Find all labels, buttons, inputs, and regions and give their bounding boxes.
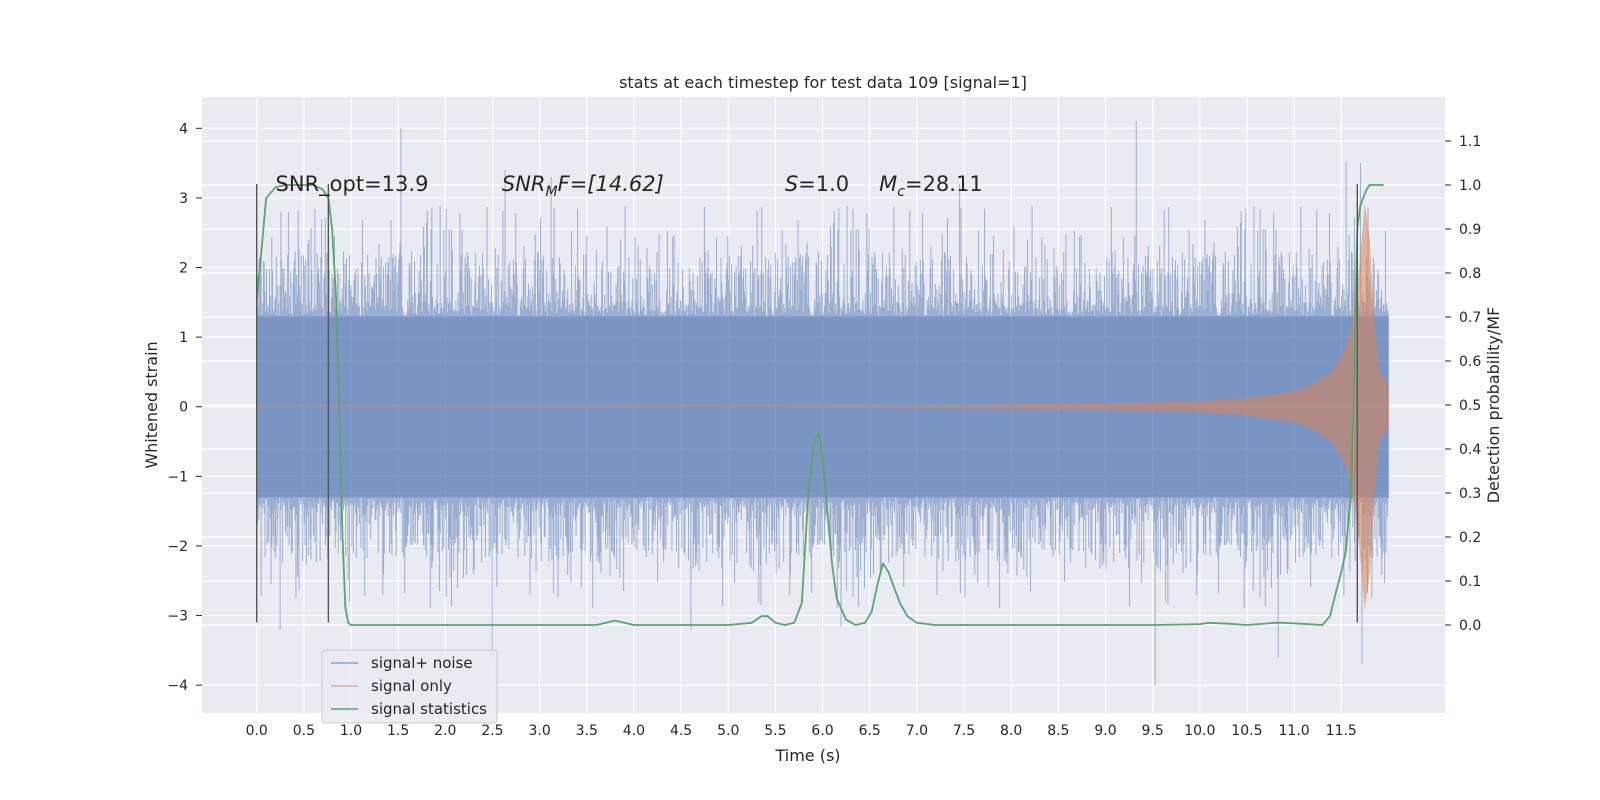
legend-label-signal-noise: signal+ noise [371,654,473,672]
y-right-tick-label: 0.5 [1459,398,1481,414]
series-layer [255,121,1389,686]
y-right-tick-label: 1.1 [1459,134,1481,150]
x-axis-label: Time (s) [774,746,840,765]
x-tick-label: 5.0 [717,723,739,739]
x-tick-label: 7.5 [953,723,975,739]
x-tick-labels: 0.0 0.5 1.0 1.5 2.0 2.5 3.0 3.5 4.0 4.5 5.0 5.5 6.0 6… [246,723,1357,739]
y-right-tick-label: 0.0 [1459,618,1481,634]
x-tick-label: 0.0 [246,723,268,739]
x-tick-label: 1.0 [340,723,362,739]
y-tick-label: 3 [179,191,188,207]
vertical-markers [255,184,1358,623]
x-tick-label: 10.0 [1184,723,1215,739]
x-tick-label: 11.5 [1326,723,1357,739]
y-tick-label: −2 [167,539,188,555]
y-right-tick-label: 0.8 [1459,266,1481,282]
x-tick-label: 2.0 [434,723,456,739]
y-tick-label: −1 [167,469,188,485]
x-tick-label: 8.5 [1047,723,1069,739]
x-tick-label: 4.0 [623,723,645,739]
x-tick-label: 9.0 [1094,723,1116,739]
y-tick-label: 0 [179,400,188,416]
chart-title: stats at each timestep for test data 109… [619,73,1027,92]
y-right-tick-label: 0.1 [1459,574,1481,590]
x-tick-label: 6.0 [811,723,833,739]
y-tick-label: −4 [167,678,188,694]
y-tick-label: 2 [179,261,188,277]
x-tick-label: 10.5 [1231,723,1262,739]
legend-box [321,649,498,724]
x-tick-label: 1.5 [387,723,409,739]
x-tick-label: 9.5 [1142,723,1164,739]
x-tick-label: 7.0 [906,723,928,739]
x-tick-label: 2.5 [481,723,503,739]
y-right-tick-label: 0.6 [1459,354,1481,370]
y-tick-label: 1 [179,330,188,346]
legend-label-signal-only: signal only [371,677,452,695]
legend-label-signal-statistics: signal statistics [371,700,487,718]
annotations: SNR_opt=13.9 SNRMF=[14.62] S=1.0 Mc=28.11 [276,172,983,200]
x-tick-label: 3.0 [528,723,550,739]
x-tick-label: 3.5 [576,723,598,739]
annotation: Mc=28.11 [879,172,983,200]
y-right-tick-label: 0.4 [1459,442,1481,458]
annotation: S=1.0 [785,172,849,196]
y-right-axis-label: Detection probability/MF [1484,307,1503,504]
y-axis-label: Whitened strain [142,341,161,468]
y-tick-labels: −4 −3 −2 −1 0 1 2 3 4 [167,121,202,694]
x-tick-label: 5.5 [764,723,786,739]
y-right-tick-label: 0.9 [1459,222,1481,238]
y-right-tick-label: 0.2 [1459,530,1481,546]
annotation: SNR_opt=13.9 [276,172,429,197]
legend: signal+ noise signal only signal statist… [321,649,498,724]
y-right-tick-label: 1.0 [1459,178,1481,194]
y-right-tick-label: 0.3 [1459,486,1481,502]
annotation: SNRMF=[14.62] [502,172,664,200]
series-signal-statistics [255,184,1384,626]
y-right-tick-labels: 0.0 0.1 0.2 0.3 0.4 0.5 0.6 0.7 0.8 0.9 1.0 1.1 [1445,134,1481,634]
x-tick-label: 8.0 [1000,723,1022,739]
y-right-tick-label: 0.7 [1459,310,1481,326]
y-tick-label: 4 [179,121,188,137]
x-tick-label: 11.0 [1279,723,1310,739]
y-tick-label: −3 [167,609,188,625]
x-tick-label: 0.5 [293,723,315,739]
x-tick-label: 4.5 [670,723,692,739]
x-tick-label: 6.5 [859,723,881,739]
